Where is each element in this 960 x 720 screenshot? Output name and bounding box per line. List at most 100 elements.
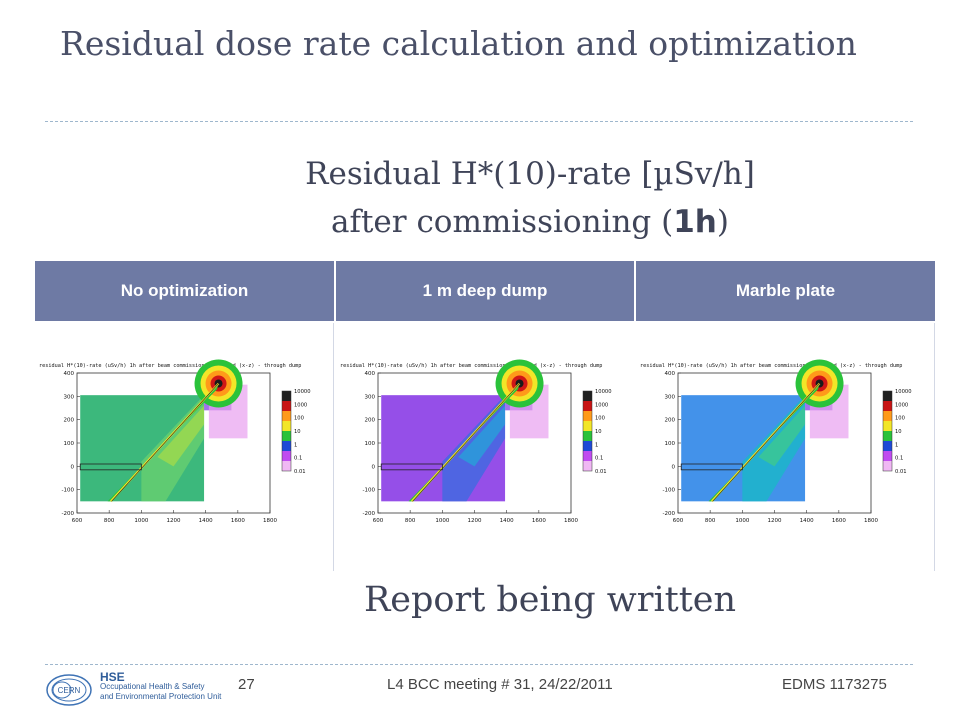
y-tick-label: -200 <box>363 511 376 517</box>
color-scale-swatch <box>583 401 592 411</box>
color-scale-swatch <box>883 421 892 431</box>
color-scale-swatch <box>883 441 892 451</box>
color-scale-label: 10000 <box>895 389 912 395</box>
cell-marble-plate: residual H*(10)-rate (uSv/h) 1h after be… <box>635 321 935 571</box>
x-tick-label: 600 <box>673 518 684 524</box>
dose-band <box>157 405 205 467</box>
cern-logo-icon: CERN <box>46 674 92 706</box>
y-tick-label: -100 <box>62 488 75 494</box>
y-tick-label: 400 <box>365 371 376 377</box>
x-tick-label: 1800 <box>564 518 578 524</box>
x-tick-label: 1800 <box>263 518 277 524</box>
color-scale-swatch <box>282 461 291 471</box>
hse-unit-label: HSE Occupational Health & Safety and Env… <box>100 670 222 702</box>
x-tick-label: 1200 <box>468 518 482 524</box>
color-scale-swatch <box>282 421 291 431</box>
color-scale-swatch <box>883 431 892 441</box>
color-scale-label: 0.1 <box>895 456 903 462</box>
x-tick-label: 1000 <box>435 518 449 524</box>
table-row: residual H*(10)-rate (uSv/h) 1h after be… <box>35 321 935 571</box>
color-scale-swatch <box>282 401 291 411</box>
y-tick-label: 200 <box>365 418 376 424</box>
x-tick-label: 1600 <box>532 518 546 524</box>
color-scale-label: 0.01 <box>294 469 306 475</box>
title-divider <box>45 121 913 122</box>
x-tick-label: 1000 <box>134 518 148 524</box>
x-tick-label: 1200 <box>167 518 181 524</box>
color-scale-label: 1 <box>294 442 297 448</box>
slide-title: Residual dose rate calculation and optim… <box>60 24 857 63</box>
color-scale-label: 0.1 <box>294 456 302 462</box>
color-scale-label: 10 <box>895 429 902 435</box>
beam-pipe-outline <box>79 463 142 471</box>
y-tick-label: -200 <box>663 511 676 517</box>
color-scale-label: 10 <box>595 429 602 435</box>
subtitle-bold-time: 1h <box>673 204 717 240</box>
y-tick-label: 200 <box>665 418 676 424</box>
color-scale-swatch <box>583 451 592 461</box>
color-scale-swatch <box>583 461 592 471</box>
y-tick-label: 100 <box>64 441 75 447</box>
y-tick-label: 0 <box>71 464 75 470</box>
color-scale-frame <box>582 390 593 472</box>
color-scale-swatch <box>282 441 291 451</box>
subtitle-line-2-post: ) <box>716 204 729 240</box>
beam-line-core <box>111 383 219 502</box>
color-scale-label: 1000 <box>895 402 908 408</box>
meeting-info: L4 BCC meeting # 31, 24/22/2011 <box>387 676 613 693</box>
slide-subtitle: Residual H*(10)-rate [µSv/h] after commi… <box>180 150 880 246</box>
y-tick-label: 400 <box>64 371 75 377</box>
dose-band <box>758 405 806 467</box>
color-scale-swatch <box>583 431 592 441</box>
x-tick-label: 800 <box>705 518 716 524</box>
color-scale-label: 100 <box>895 416 905 422</box>
beam-line-core <box>412 383 520 502</box>
color-scale-swatch <box>583 441 592 451</box>
subtitle-line-2-pre: after commissioning ( <box>331 204 674 240</box>
color-scale-label: 10000 <box>595 389 612 395</box>
header-no-optimization: No optimization <box>35 261 336 322</box>
color-scale-swatch <box>883 391 892 401</box>
y-tick-label: 100 <box>665 441 676 447</box>
y-tick-label: 200 <box>64 418 75 424</box>
color-scale-swatch <box>282 451 291 461</box>
table-header-row: No optimization 1 m deep dump Marble pla… <box>35 261 935 322</box>
hse-line-2: Occupational Health & Safety <box>100 682 205 691</box>
y-tick-label: -100 <box>363 488 376 494</box>
dose-map-plot-3: residual H*(10)-rate (uSv/h) 1h after be… <box>636 323 934 571</box>
color-scale-label: 10 <box>294 429 301 435</box>
color-scale-swatch <box>883 451 892 461</box>
color-scale-label: 0.01 <box>595 469 607 475</box>
dose-map-plot-2: residual H*(10)-rate (uSv/h) 1h after be… <box>336 323 634 571</box>
x-tick-label: 1600 <box>231 518 245 524</box>
page-number: 27 <box>238 676 255 693</box>
x-tick-label: 1400 <box>800 518 814 524</box>
color-scale-swatch <box>883 401 892 411</box>
hse-line-3: and Environmental Protection Unit <box>100 692 222 701</box>
plot-title: residual H*(10)-rate (uSv/h) 1h after be… <box>340 363 602 369</box>
color-scale-swatch <box>883 411 892 421</box>
y-tick-label: 300 <box>64 394 75 400</box>
x-tick-label: 800 <box>104 518 115 524</box>
y-tick-label: 300 <box>665 394 676 400</box>
x-tick-label: 800 <box>405 518 416 524</box>
hse-title: HSE <box>100 670 125 684</box>
beam-pipe-outline <box>680 463 743 471</box>
dose-map-plot-1: residual H*(10)-rate (uSv/h) 1h after be… <box>35 323 333 571</box>
y-tick-label: -200 <box>62 511 75 517</box>
y-tick-label: 0 <box>672 464 676 470</box>
color-scale-label: 100 <box>595 416 605 422</box>
report-status: Report being written <box>363 580 737 620</box>
color-scale-label: 1000 <box>294 402 307 408</box>
dose-band <box>458 405 506 467</box>
color-scale-label: 0.1 <box>595 456 603 462</box>
x-tick-label: 1600 <box>832 518 846 524</box>
x-tick-label: 1200 <box>768 518 782 524</box>
color-scale-label: 1000 <box>595 402 608 408</box>
header-marble-plate: Marble plate <box>635 261 935 322</box>
y-tick-label: 100 <box>365 441 376 447</box>
y-tick-label: -100 <box>663 488 676 494</box>
color-scale-label: 1 <box>895 442 898 448</box>
color-scale-label: 0.01 <box>895 469 907 475</box>
x-tick-label: 1400 <box>199 518 213 524</box>
